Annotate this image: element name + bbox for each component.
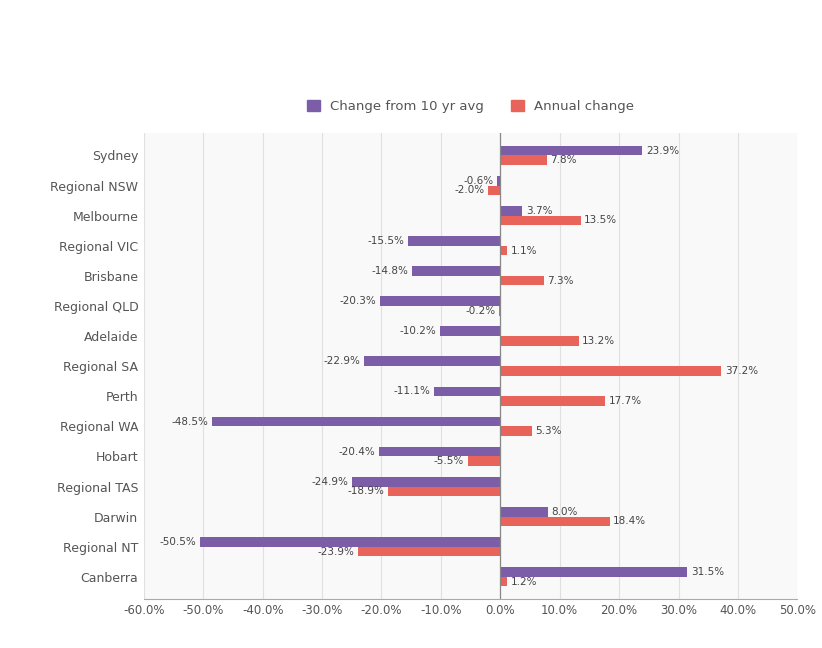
Bar [468,456,501,466]
Text: 13.2%: 13.2% [582,336,616,346]
Bar [501,216,580,226]
Text: -23.9%: -23.9% [318,546,355,557]
Bar [501,276,543,286]
Bar [440,327,501,336]
Text: 1.1%: 1.1% [510,246,537,255]
Text: 37.2%: 37.2% [725,366,758,376]
Text: 7.3%: 7.3% [547,275,574,286]
Text: -15.5%: -15.5% [367,236,404,246]
Text: 7.8%: 7.8% [550,156,577,165]
Bar [353,477,501,487]
Text: -10.2%: -10.2% [399,326,436,336]
Bar [501,206,522,216]
Bar [212,417,501,426]
Bar [501,567,687,577]
Text: 23.9%: 23.9% [646,146,679,156]
Bar [501,366,721,376]
Bar [201,537,501,547]
Text: -0.2%: -0.2% [465,306,496,316]
Text: -2.0%: -2.0% [455,185,485,195]
Text: -11.1%: -11.1% [394,386,431,397]
Text: 13.5%: 13.5% [584,215,617,226]
Bar [501,146,642,156]
Text: -20.3%: -20.3% [339,296,376,306]
Text: -14.8%: -14.8% [372,266,409,276]
Text: 8.0%: 8.0% [552,507,578,517]
Bar [501,396,606,406]
Text: -0.6%: -0.6% [463,176,493,186]
Bar [488,185,501,195]
Bar [358,547,501,557]
Text: -22.9%: -22.9% [324,356,361,366]
Text: -50.5%: -50.5% [160,537,196,547]
Bar [364,356,501,366]
Bar [413,266,501,276]
Bar [501,246,507,255]
Legend: Change from 10 yr avg, Annual change: Change from 10 yr avg, Annual change [302,97,639,117]
Bar [380,296,501,306]
Text: -5.5%: -5.5% [434,456,464,467]
Bar [409,236,501,246]
Bar [501,156,547,165]
Text: 17.7%: 17.7% [609,396,642,406]
Bar [501,577,507,586]
Text: -48.5%: -48.5% [172,417,209,426]
Bar [379,446,501,456]
Text: Year-on-year change and change from ten-year
average in new rental listings, Dec: Year-on-year change and change from ten-… [151,28,671,73]
Text: 18.4%: 18.4% [613,516,646,526]
Text: -24.9%: -24.9% [312,477,349,487]
Text: 3.7%: 3.7% [526,206,552,216]
Text: -20.4%: -20.4% [339,446,376,457]
Text: -18.9%: -18.9% [348,487,385,496]
Text: 1.2%: 1.2% [511,577,538,586]
Bar [499,306,501,316]
Text: 5.3%: 5.3% [535,426,562,436]
Bar [501,336,579,345]
Bar [501,516,610,526]
Bar [388,487,501,496]
Text: 31.5%: 31.5% [691,567,724,577]
Bar [501,507,547,516]
Bar [501,426,532,436]
Bar [496,176,501,185]
Bar [434,387,501,396]
